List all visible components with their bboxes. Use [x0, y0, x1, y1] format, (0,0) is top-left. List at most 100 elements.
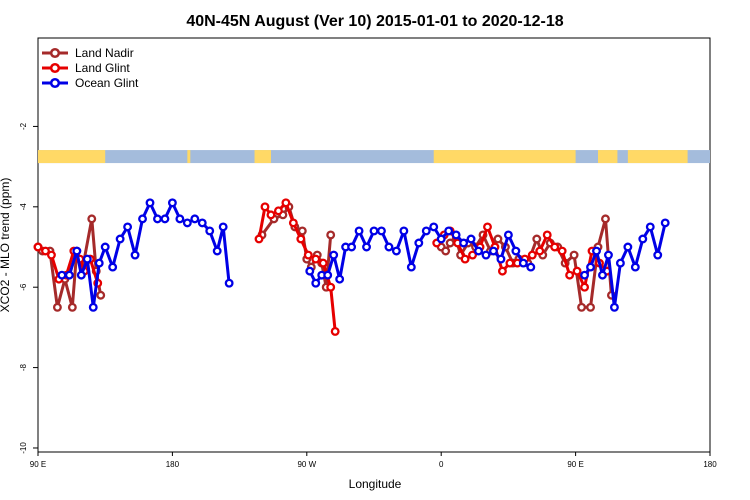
data-point-2-1-24: [474, 246, 483, 256]
data-point-1-1-1: [260, 202, 270, 212]
data-point-0-1-11: [326, 230, 336, 240]
chart-title: 40N-45N August (Ver 10) 2015-01-01 to 20…: [186, 13, 563, 30]
legend-label-0: Land Nadir: [75, 46, 134, 60]
data-point-2-1-13: [391, 246, 401, 256]
data-point-2-1-1: [311, 278, 321, 288]
data-point-2-2-3: [598, 270, 607, 280]
data-point-1-1-0: [254, 234, 264, 244]
y-axis-label: XCO2 - MLO trend (ppm): [0, 178, 12, 313]
data-point-2-0-1: [64, 270, 74, 280]
land-band-3: [433, 150, 576, 164]
data-point-1-1-5: [288, 218, 298, 228]
x-tick-label-4: 90 E: [567, 460, 583, 469]
data-point-0-0-10: [96, 290, 106, 300]
data-point-0-0-5: [67, 302, 77, 312]
x-tick-label-0: 90 E: [30, 460, 46, 469]
y-tick-label-0: -10: [19, 442, 28, 454]
data-point-2-0-24: [224, 278, 234, 288]
data-point-2-2-6: [615, 258, 625, 268]
legend-marker-2: [49, 77, 61, 89]
data-point-2-1-3: [323, 270, 333, 280]
data-point-0-0-3: [52, 302, 62, 312]
data-point-2-1-27: [496, 254, 506, 264]
data-point-2-1-9: [362, 242, 371, 252]
data-point-2-0-13: [145, 198, 155, 208]
data-point-2-0-5: [88, 302, 98, 312]
data-point-1-2-5: [468, 250, 478, 260]
data-point-1-2-17: [557, 246, 567, 256]
data-point-2-0-22: [212, 246, 222, 256]
data-point-1-1-9: [318, 258, 328, 268]
x-axis-label: Longitude: [349, 477, 402, 491]
data-point-0-2-23: [601, 214, 610, 224]
y-tick-label-1: -8: [19, 363, 28, 371]
data-point-2-1-14: [399, 226, 409, 236]
data-point-1-2-9: [497, 266, 507, 276]
data-point-1-2-19: [572, 266, 582, 276]
x-tick-label-5: 180: [703, 460, 717, 469]
data-point-2-1-12: [384, 242, 394, 252]
land-band-4: [598, 150, 618, 164]
y-tick-label-2: -6: [19, 283, 28, 291]
data-point-2-1-25: [481, 250, 491, 260]
data-point-2-1-22: [459, 238, 469, 248]
y-tick-label-3: -4: [19, 203, 28, 211]
data-point-2-1-31: [526, 262, 536, 272]
data-point-1-2-18: [565, 270, 575, 280]
data-point-1-1-3: [273, 206, 283, 216]
data-point-0-1-5: [297, 226, 307, 236]
data-point-2-0-2: [72, 246, 82, 256]
land-band-1: [187, 150, 191, 164]
data-point-2-1-10: [369, 226, 379, 236]
data-point-1-2-10: [505, 258, 515, 268]
data-point-2-1-4: [329, 250, 339, 260]
legend-marker-1: [49, 62, 61, 74]
data-point-0-2-14: [532, 234, 542, 244]
data-point-2-0-11: [130, 250, 140, 260]
y-tick-label-4: -2: [19, 122, 28, 130]
data-point-2-2-5: [609, 302, 619, 312]
data-point-2-0-19: [190, 214, 200, 224]
x-tick-label-1: 180: [166, 460, 180, 469]
data-point-1-1-10: [326, 282, 336, 292]
land-band-0: [38, 150, 106, 164]
data-point-2-0-9: [115, 234, 125, 244]
data-point-1-2-13: [527, 250, 537, 260]
data-point-1-2-20: [580, 282, 590, 292]
data-point-2-0-10: [123, 222, 133, 232]
data-point-0-2-1: [441, 246, 451, 256]
data-point-2-0-3: [76, 270, 86, 280]
data-point-2-2-9: [638, 234, 648, 244]
data-point-1-1-8: [311, 254, 321, 264]
data-point-1-2-4: [460, 254, 470, 264]
data-point-2-1-20: [444, 226, 454, 236]
data-point-2-0-20: [197, 218, 207, 228]
data-point-2-2-7: [623, 242, 633, 252]
data-point-2-0-17: [175, 214, 185, 224]
data-point-2-2-2: [592, 246, 601, 256]
data-point-0-2-9: [493, 234, 503, 244]
plot-area: -10 -8 -6 -4 -2 90 E 180 90 W 0 90 E 180: [19, 37, 717, 469]
data-point-2-2-4: [604, 250, 613, 260]
data-point-2-0-21: [205, 226, 215, 236]
data-point-1-0-0: [33, 242, 43, 252]
data-point-1-2-16: [550, 242, 560, 252]
data-point-2-0-23: [218, 222, 228, 232]
data-point-0-0-8: [87, 214, 97, 224]
data-point-2-2-12: [660, 218, 670, 228]
data-point-2-1-21: [451, 230, 461, 240]
legend-label-2: Ocean Glint: [75, 76, 139, 90]
plot-frame: [37, 37, 711, 453]
data-point-1-2-7: [483, 222, 492, 232]
data-point-2-0-6: [94, 258, 104, 268]
data-point-2-0-18: [182, 218, 192, 228]
data-point-2-0-14: [153, 214, 162, 224]
legend-label-1: Land Glint: [75, 61, 130, 75]
data-point-2-2-10: [645, 222, 655, 232]
data-point-2-0-8: [108, 262, 118, 272]
x-tick-label-3: 0: [439, 460, 444, 469]
data-point-2-1-26: [489, 246, 498, 256]
data-point-2-1-28: [503, 230, 513, 240]
data-point-1-0-1: [41, 246, 50, 256]
